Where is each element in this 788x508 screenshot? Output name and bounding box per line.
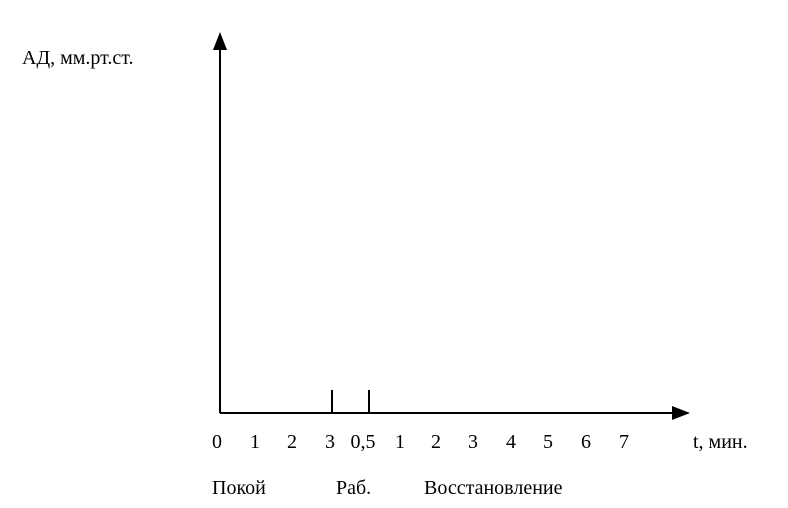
x-axis-label: t, мин. — [693, 431, 748, 453]
x-tick-label: 3 — [468, 431, 478, 453]
x-tick-label: 4 — [506, 431, 516, 453]
x-tick-label: 1 — [250, 431, 260, 453]
x-tick-label: 0 — [212, 431, 222, 453]
x-arrow — [672, 406, 690, 420]
x-tick-label: 6 — [581, 431, 591, 453]
x-tick-label: 0,5 — [351, 431, 376, 453]
x-tick-label: 7 — [619, 431, 629, 453]
x-tick-label: 3 — [325, 431, 335, 453]
phase-label: Покой — [212, 477, 266, 499]
phase-label: Восстановление — [424, 477, 563, 499]
x-tick-label: 5 — [543, 431, 553, 453]
y-axis-label: АД, мм.рт.ст. — [22, 47, 133, 69]
phase-label: Раб. — [336, 477, 371, 499]
y-arrow — [213, 32, 227, 50]
x-tick-label: 2 — [431, 431, 441, 453]
x-tick-label: 2 — [287, 431, 297, 453]
x-tick-label: 1 — [395, 431, 405, 453]
